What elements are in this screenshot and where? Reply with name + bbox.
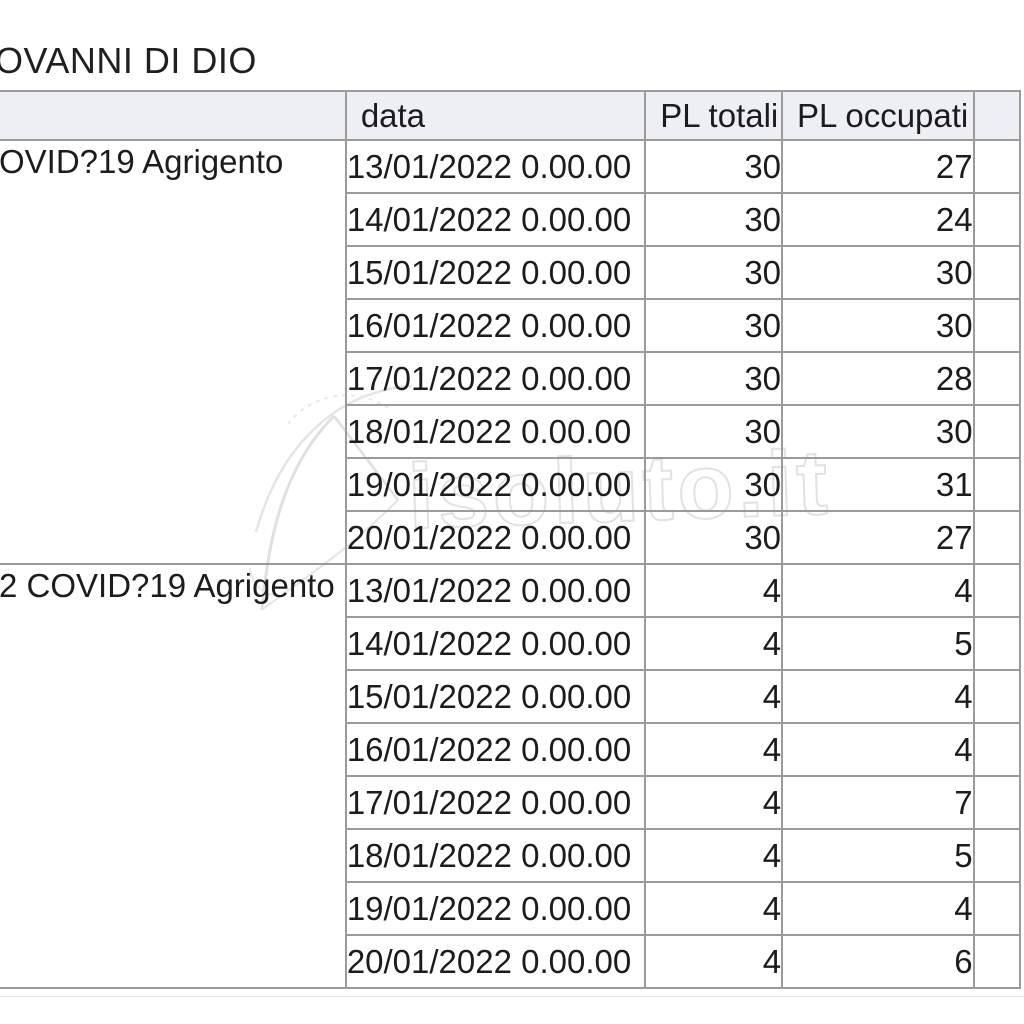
pl-totali-cell: 4: [644, 881, 784, 936]
pl-occupati-cell: 4: [781, 881, 975, 936]
overflow-cell: [972, 245, 1022, 300]
divider-line: [0, 996, 1024, 997]
overflow-cell: [972, 881, 1022, 936]
date-cell: 16/01/2022 0.00.00: [344, 722, 647, 777]
pl-occupati-cell: 7: [781, 775, 975, 830]
pl-totali-cell: 30: [644, 298, 784, 353]
pl-totali-cell: 30: [644, 245, 784, 300]
table-row: 16/01/2022 0.00.00 4 4: [0, 722, 1022, 777]
column-header-data: data: [344, 90, 647, 141]
date-cell: 20/01/2022 0.00.00: [344, 934, 647, 989]
pl-occupati-cell: 30: [781, 245, 975, 300]
pl-totali-cell: 4: [644, 669, 784, 724]
pl-occupati-cell: 6: [781, 934, 975, 989]
date-cell: 18/01/2022 0.00.00: [344, 404, 647, 459]
date-cell: 13/01/2022 0.00.00: [344, 139, 647, 194]
header-row: data PL totali PL occupati: [0, 90, 1022, 141]
column-header-overflow: [972, 90, 1022, 141]
pl-totali-cell: 4: [644, 722, 784, 777]
table-row: 18/01/2022 0.00.00 4 5: [0, 828, 1022, 883]
date-cell: 13/01/2022 0.00.00: [344, 563, 647, 618]
table-row: 15/01/2022 0.00.00 30 30: [0, 245, 1022, 300]
column-header-group: [0, 90, 347, 141]
pl-occupati-cell: 31: [781, 457, 975, 512]
pl-occupati-cell: 5: [781, 828, 975, 883]
pl-totali-cell: 30: [644, 139, 784, 194]
overflow-cell: [972, 934, 1022, 989]
table-row: 14/01/2022 0.00.00 30 24: [0, 192, 1022, 247]
date-cell: 18/01/2022 0.00.00: [344, 828, 647, 883]
pl-occupati-cell: 4: [781, 722, 975, 777]
overflow-cell: [972, 828, 1022, 883]
pl-occupati-cell: 4: [781, 669, 975, 724]
date-cell: 17/01/2022 0.00.00: [344, 351, 647, 406]
overflow-cell: [972, 775, 1022, 830]
date-cell: 14/01/2022 0.00.00: [344, 616, 647, 671]
overflow-cell: [972, 404, 1022, 459]
page-title: OVANNI DI DIO: [0, 40, 257, 81]
pl-totali-cell: 4: [644, 563, 784, 618]
pl-totali-cell: 4: [644, 616, 784, 671]
date-cell: 17/01/2022 0.00.00: [344, 775, 647, 830]
pl-totali-cell: 30: [644, 404, 784, 459]
pl-totali-cell: 4: [644, 828, 784, 883]
pl-occupati-cell: 5: [781, 616, 975, 671]
column-header-pl-occupati: PL occupati: [781, 90, 975, 141]
column-header-pl-totali: PL totali: [644, 90, 784, 141]
table-row: OVID?19 Agrigento 13/01/2022 0.00.00 30 27: [0, 139, 1022, 565]
date-cell: 16/01/2022 0.00.00: [344, 298, 647, 353]
pl-totali-cell: 30: [644, 510, 784, 565]
table-row: 15/01/2022 0.00.00 4 4: [0, 669, 1022, 724]
pl-totali-cell: 30: [644, 457, 784, 512]
overflow-cell: [972, 616, 1022, 671]
overflow-cell: [972, 563, 1022, 618]
pl-occupati-cell: 30: [781, 404, 975, 459]
date-cell: 15/01/2022 0.00.00: [344, 245, 647, 300]
pl-occupati-cell: 24: [781, 192, 975, 247]
overflow-cell: [972, 510, 1022, 565]
pl-totali-cell: 30: [644, 192, 784, 247]
pl-occupati-cell: 30: [781, 298, 975, 353]
overflow-cell: [972, 298, 1022, 353]
date-cell: 19/01/2022 0.00.00: [344, 457, 647, 512]
overflow-cell: [972, 192, 1022, 247]
pl-occupati-cell: 27: [781, 139, 975, 194]
pl-totali-cell: 30: [644, 351, 784, 406]
table-row: 2 COVID?19 Agrigento 13/01/2022 0.00.00 4 4: [0, 563, 1022, 989]
table-row: 17/01/2022 0.00.00 4 7: [0, 775, 1022, 830]
table-row: 16/01/2022 0.00.00 30 30: [0, 298, 1022, 353]
date-cell: 19/01/2022 0.00.00: [344, 881, 647, 936]
group-label-cell: 2 COVID?19 Agrigento: [0, 563, 347, 989]
table-row: 17/01/2022 0.00.00 30 28: [0, 351, 1022, 406]
date-cell: 15/01/2022 0.00.00: [344, 669, 647, 724]
overflow-cell: [972, 457, 1022, 512]
date-cell: 20/01/2022 0.00.00: [344, 510, 647, 565]
table-row: 19/01/2022 0.00.00 4 4: [0, 881, 1022, 936]
overflow-cell: [972, 351, 1022, 406]
pl-totali-cell: 4: [644, 775, 784, 830]
date-cell: 14/01/2022 0.00.00: [344, 192, 647, 247]
pl-occupati-cell: 27: [781, 510, 975, 565]
bed-occupancy-table: data PL totali PL occupati OVID?19 Agrig…: [0, 90, 1022, 989]
overflow-cell: [972, 669, 1022, 724]
group-label-cell: OVID?19 Agrigento: [0, 139, 347, 565]
table-row: 14/01/2022 0.00.00 4 5: [0, 616, 1022, 671]
pl-occupati-cell: 28: [781, 351, 975, 406]
pl-occupati-cell: 4: [781, 563, 975, 618]
overflow-cell: [972, 139, 1022, 194]
table-row: 20/01/2022 0.00.00 4 6: [0, 934, 1022, 989]
overflow-cell: [972, 722, 1022, 777]
pl-totali-cell: 4: [644, 934, 784, 989]
